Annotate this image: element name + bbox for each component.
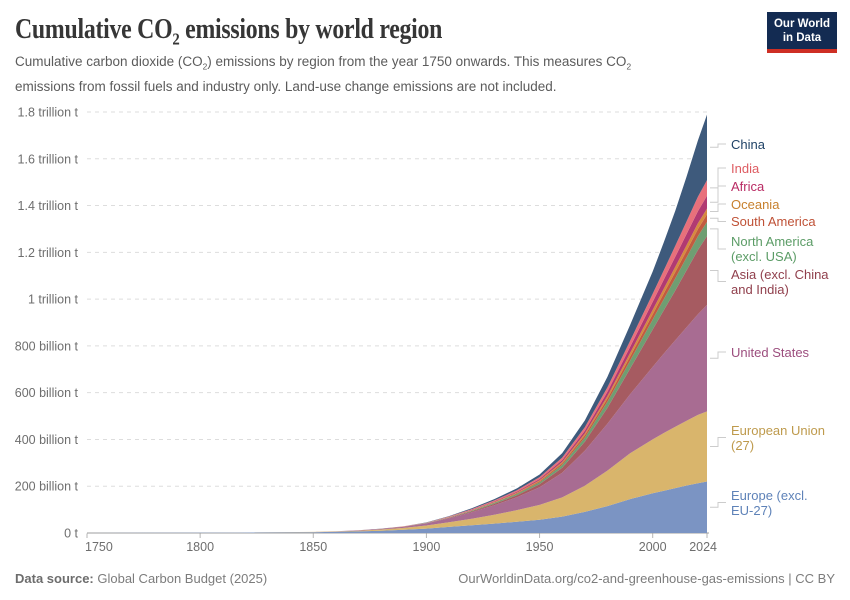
y-tick-label: 1.2 trillion t — [18, 246, 79, 260]
legend-item-oceania[interactable]: Oceania — [731, 197, 779, 212]
legend-item-south-america[interactable]: South America — [731, 214, 816, 229]
x-tick-label: 1850 — [299, 540, 327, 554]
legend-label-line: Asia (excl. China — [731, 266, 829, 282]
legend-item-united-states[interactable]: United States — [731, 345, 809, 360]
y-tick-label: 400 billion t — [15, 433, 79, 447]
legend-label-line: Oceania — [731, 196, 780, 212]
legend-label-line: EU-27) — [731, 502, 773, 518]
y-tick-label: 200 billion t — [15, 480, 79, 494]
x-tick-label: 1950 — [526, 540, 554, 554]
footer: Data source: Global Carbon Budget (2025)… — [15, 571, 835, 586]
legend-label-line: South America — [731, 214, 816, 229]
y-tick-label: 1.4 trillion t — [18, 199, 79, 213]
legend-label-line: United States — [731, 344, 810, 360]
data-source-note: Data source: Global Carbon Budget (2025) — [15, 571, 267, 586]
legend-leader-line — [710, 437, 726, 447]
legend-leader-line — [710, 228, 726, 250]
legend-item-europe-excl-eu27[interactable]: Europe (excl. EU-27) — [731, 488, 808, 518]
y-tick-label: 1.6 trillion t — [18, 152, 79, 166]
owid-url-license[interactable]: OurWorldinData.org/co2-and-greenhouse-ga… — [458, 571, 835, 586]
chart-subtitle: Cumulative carbon dioxide (CO2) emission… — [15, 54, 632, 95]
page-title: Cumulative CO2 emissions by world region — [15, 14, 443, 49]
legend-label-line: Africa — [731, 178, 765, 194]
y-tick-label: 1 trillion t — [28, 293, 79, 307]
legend-leader-line — [710, 217, 726, 222]
legend-item-eu-27[interactable]: European Union (27) — [731, 423, 825, 453]
legend-leader-line — [710, 270, 726, 282]
owid-logo-line1: Our World — [773, 18, 830, 30]
area-eu-27[interactable] — [87, 411, 707, 533]
legend-label-line: China — [731, 136, 765, 152]
legend-label-line: (excl. USA) — [731, 249, 797, 264]
legend-label-line: North America — [731, 234, 814, 249]
data-source-label: Data source: — [15, 571, 94, 586]
legend-leader-line — [710, 351, 726, 359]
x-tick-label: 1800 — [186, 540, 214, 554]
legend-leader-line — [710, 167, 726, 189]
y-tick-label: 0 t — [64, 527, 78, 541]
legend-item-china[interactable]: China — [731, 137, 765, 152]
area-europe-excl-eu27[interactable] — [87, 481, 707, 534]
owid-logo[interactable]: Our World in Data — [767, 12, 837, 53]
y-tick-label: 800 billion t — [15, 339, 79, 353]
y-tick-label: 1.8 trillion t — [18, 106, 79, 120]
x-tick-label: 2024 — [689, 540, 717, 554]
legend-label-line: and India) — [731, 281, 789, 297]
y-tick-label: 600 billion t — [15, 386, 79, 400]
x-tick-label: 1750 — [85, 540, 113, 554]
data-source-text: Global Carbon Budget (2025) — [93, 571, 268, 586]
legend-label-line: India — [731, 160, 760, 176]
legend-leader-line — [710, 143, 726, 148]
legend-label-line: (27) — [731, 437, 755, 453]
legend-item-north-america-excl-usa[interactable]: North America (excl. USA) — [731, 234, 813, 264]
legend-label-line: Europe (excl. — [731, 487, 808, 503]
legend-item-india[interactable]: India — [731, 161, 759, 176]
legend-leader-line — [710, 203, 726, 212]
owid-logo-line2: in Data — [782, 32, 822, 44]
legend-item-africa[interactable]: Africa — [731, 179, 764, 194]
legend-leader-line — [710, 502, 726, 508]
legend-label-line: European Union — [731, 422, 825, 438]
legend-item-asia-excl-china-india[interactable]: Asia (excl. China and India) — [731, 267, 829, 297]
legend-leader-line — [710, 185, 726, 203]
x-tick-label: 1900 — [413, 540, 441, 554]
x-tick-label: 2000 — [639, 540, 667, 554]
